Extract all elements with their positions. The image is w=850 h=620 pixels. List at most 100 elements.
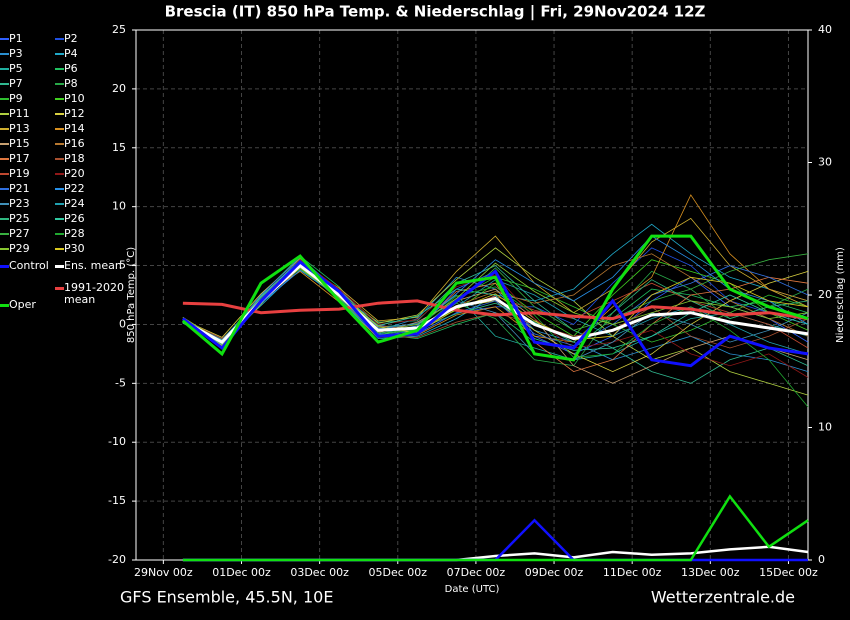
legend-label: P28 [64, 227, 85, 240]
x-tick-label: 07Dec 00z [447, 566, 506, 579]
legend-swatch [0, 68, 9, 70]
legend-label: P19 [9, 167, 30, 180]
series-line [181, 234, 809, 362]
y-axis-label: 850 hPa Temp. (°C) [126, 247, 137, 343]
legend-label: P10 [64, 92, 85, 105]
legend-label: P13 [9, 122, 30, 135]
legend-swatch [0, 53, 9, 55]
legend-swatch [55, 53, 64, 55]
legend-label: P23 [9, 197, 30, 210]
legend-swatch [55, 68, 64, 70]
legend-swatch [0, 188, 9, 190]
series-line [182, 235, 809, 344]
y2-tick-label: 10 [818, 421, 832, 434]
legend-swatch [0, 113, 9, 115]
legend-label: P12 [64, 107, 85, 120]
legend-label: P29 [9, 242, 30, 255]
legend-swatch [0, 233, 9, 235]
x-tick-label: 09Dec 00z [525, 566, 584, 579]
y-tick-label: 0 [119, 317, 126, 330]
legend-swatch [55, 218, 64, 220]
y-tick-label: 15 [112, 141, 126, 154]
legend-label: P2 [64, 32, 78, 45]
y2-tick-label: 40 [818, 23, 832, 36]
legend-swatch [55, 143, 64, 145]
y-tick-label: -20 [108, 553, 126, 566]
legend-swatch [0, 203, 9, 205]
x-tick-label: 05Dec 00z [368, 566, 427, 579]
chart-title: Brescia (IT) 850 hPa Temp. & Niederschla… [165, 3, 706, 22]
y2-tick-label: 0 [818, 553, 825, 566]
legend-label: P18 [64, 152, 85, 165]
legend-swatch [0, 128, 9, 130]
legend-label: 1991-2020 mean [64, 281, 124, 306]
legend-label: P22 [64, 182, 85, 195]
legend-swatch [55, 98, 64, 100]
legend-label: P20 [64, 167, 85, 180]
legend-swatch [55, 264, 64, 268]
x-tick-label: 29Nov 00z [134, 566, 193, 579]
legend-label: P5 [9, 62, 23, 75]
legend-label: P27 [9, 227, 30, 240]
legend-swatch [0, 38, 9, 40]
y2-axis-label: Niederschlag (mm) [835, 247, 846, 343]
legend-swatch [55, 128, 64, 130]
legend-label: P4 [64, 47, 78, 60]
legend-label: P9 [9, 92, 23, 105]
legend-label: Control [9, 258, 49, 272]
x-tick-label: 15Dec 00z [759, 566, 818, 579]
series-line [182, 223, 809, 342]
series-line [182, 299, 809, 321]
legend-swatch [55, 188, 64, 190]
legend-label: P17 [9, 152, 30, 165]
legend-label: P15 [9, 137, 30, 150]
legend-swatch [0, 248, 9, 250]
legend-label: P24 [64, 197, 85, 210]
y-tick-label: 10 [112, 200, 126, 213]
legend-swatch [0, 83, 9, 85]
precip-line [182, 518, 808, 562]
legend-label: P8 [64, 77, 78, 90]
series-line [182, 256, 809, 347]
legend-swatch [0, 98, 9, 100]
y-tick-label: 5 [119, 259, 126, 272]
legend-swatch [55, 233, 64, 235]
legend-label: P26 [64, 212, 85, 225]
x-axis-label: Date (UTC) [445, 584, 500, 595]
legend-label: P30 [64, 242, 85, 255]
y-tick-label: 20 [112, 82, 126, 95]
legend-swatch [0, 264, 9, 268]
series-line [181, 260, 809, 368]
legend-swatch [55, 248, 64, 250]
legend-swatch [0, 158, 9, 160]
legend-label: P14 [64, 122, 85, 135]
legend-label: P16 [64, 137, 85, 150]
legend-swatch [55, 287, 64, 290]
x-tick-label: 13Dec 00z [681, 566, 740, 579]
legend-label: P21 [9, 182, 30, 195]
legend-swatch [55, 113, 64, 115]
y2-tick-label: 20 [818, 288, 832, 301]
y2-tick-label: 30 [818, 156, 832, 169]
legend-swatch [0, 143, 9, 145]
legend-swatch [55, 38, 64, 40]
source-left: GFS Ensemble, 45.5N, 10E [120, 588, 333, 607]
plot-frame [135, 29, 809, 561]
precip-line [182, 545, 809, 562]
legend-swatch [0, 218, 9, 220]
legend-label: P25 [9, 212, 30, 225]
x-tick-label: 11Dec 00z [603, 566, 662, 579]
x-tick-label: 01Dec 00z [212, 566, 271, 579]
legend-swatch [0, 173, 9, 175]
legend-swatch [55, 203, 64, 205]
y-tick-label: -15 [108, 494, 126, 507]
legend-swatch [55, 158, 64, 160]
legend-swatch [55, 83, 64, 85]
legend-swatch [0, 304, 9, 307]
x-tick-label: 03Dec 00z [290, 566, 349, 579]
y-tick-label: 25 [112, 23, 126, 36]
y-tick-label: -5 [115, 376, 126, 389]
legend-label: P6 [64, 62, 78, 75]
